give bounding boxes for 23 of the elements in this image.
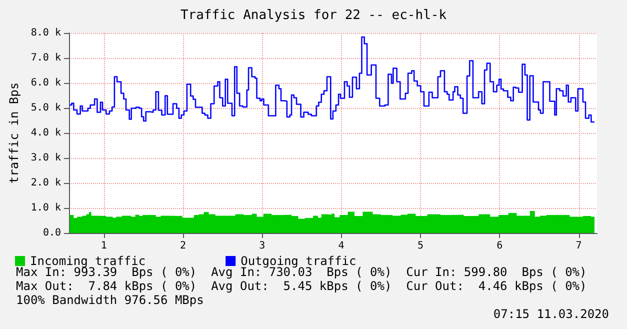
text: Max Out: 7.84 kBps ( 0%) Avg Out: 5.45 kBps ( 0%) Cur Out: 4.46 kBps ( 0%)	[16, 279, 587, 293]
y-tick-label: 7.0 k	[30, 52, 61, 64]
legend-label: Incoming traffic	[30, 254, 146, 268]
x-tick-label: 6	[496, 240, 503, 252]
x-tick-label: 7	[576, 240, 582, 252]
x-tick-label: 2	[180, 240, 186, 252]
text: 100% Bandwidth 976.56 MBps	[16, 293, 204, 307]
y-tick-label: 3.0 k	[30, 152, 61, 164]
y-tick-label: 0.0	[42, 228, 61, 238]
x-tick-label: 4	[338, 240, 344, 252]
y-tick-label: 2.0 k	[30, 178, 61, 188]
y-tick-label: 8.0 k	[30, 28, 61, 38]
y-tick-label: 5.0 k	[30, 102, 61, 114]
y-tick-label: 6.0 k	[30, 78, 61, 88]
text: 07:15 11.03.2020	[493, 307, 609, 321]
x-tick-label: 5	[417, 240, 424, 252]
y-axis-title: traffic in Bps	[7, 82, 21, 184]
x-tick-label: 1	[100, 240, 107, 252]
chart-title: Traffic Analysis for 22 -- ec-hl-k	[180, 8, 447, 23]
y-tick-label: 4.0 k	[30, 128, 61, 138]
x-tick-label: 3	[259, 240, 266, 252]
y-tick-label: 1.0 k	[30, 202, 61, 214]
legend-label: Outgoing traffic	[240, 254, 356, 268]
